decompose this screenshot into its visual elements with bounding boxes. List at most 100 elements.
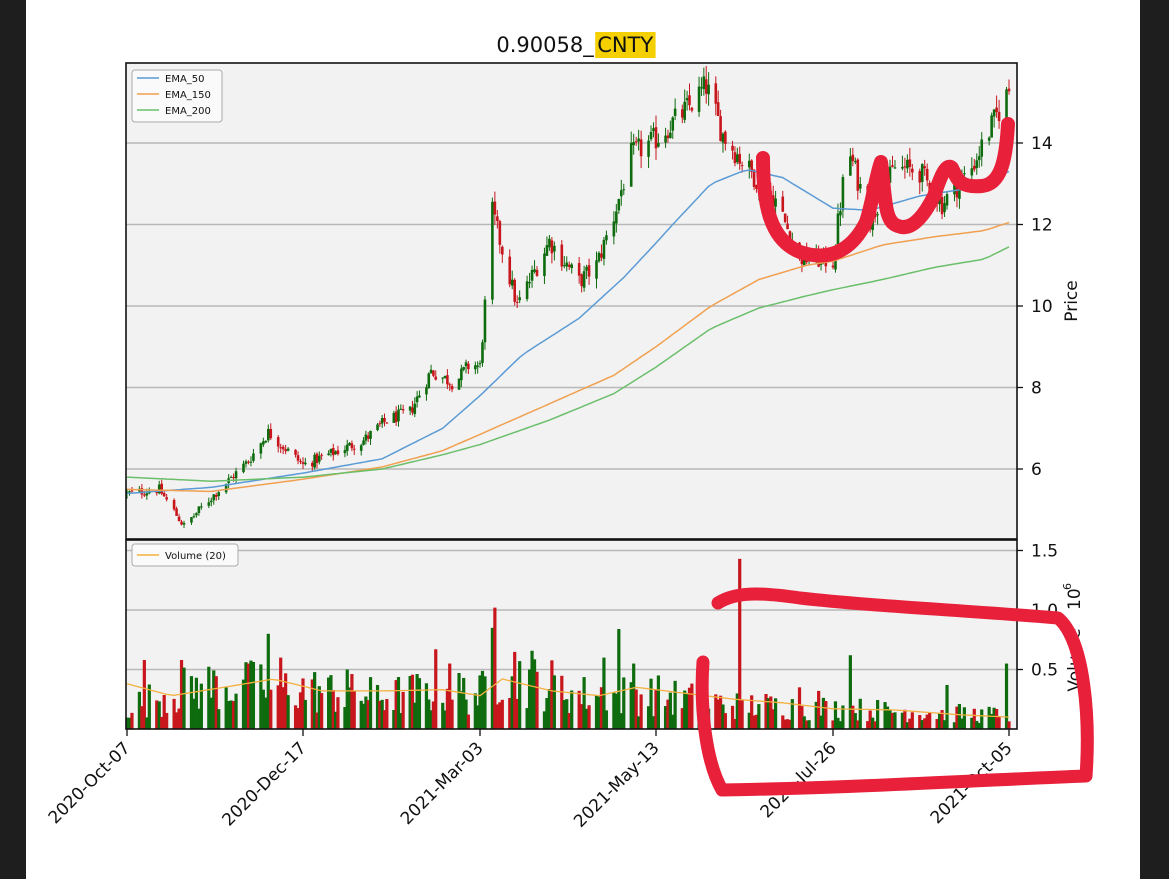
volume-bar — [197, 708, 201, 729]
volume-bar — [310, 679, 314, 729]
volume-bar — [427, 699, 431, 729]
price-tick-label: 6 — [1031, 460, 1042, 480]
volume-bar — [293, 705, 298, 729]
volume-bar — [396, 677, 401, 729]
volume-bar — [448, 663, 452, 729]
candle-body — [733, 152, 737, 164]
candle-body — [615, 211, 618, 224]
volume-bar — [752, 715, 756, 729]
candle-body — [582, 271, 586, 288]
candle-body — [562, 265, 566, 267]
candle-body — [945, 194, 949, 206]
candle-body — [669, 132, 672, 138]
candle-body — [383, 418, 386, 422]
candle-body — [432, 370, 435, 376]
candle-body — [654, 127, 658, 149]
volume-bar — [807, 720, 811, 729]
candle-body — [352, 448, 356, 450]
volume-bar — [781, 715, 785, 729]
candle-body — [197, 506, 201, 513]
candle-body — [362, 440, 365, 445]
volume-ma-path — [126, 678, 1010, 718]
volume-bar — [415, 674, 419, 729]
candle-body — [632, 142, 635, 146]
candle-body — [585, 266, 588, 271]
volume-bar — [317, 686, 321, 729]
volume-bar — [920, 720, 924, 729]
volume-bar — [160, 716, 164, 729]
volume-bar — [821, 697, 826, 729]
candle-body — [736, 154, 739, 163]
candle-body — [781, 196, 785, 212]
volume-bar — [990, 713, 994, 729]
volume-bar — [466, 714, 470, 729]
price-panel-border — [125, 62, 1018, 540]
candle-body — [493, 201, 497, 215]
volume-bar — [942, 720, 947, 729]
volume-bar — [217, 709, 221, 729]
volume-bar — [995, 709, 999, 729]
volume-bar — [145, 717, 149, 729]
candle-body — [376, 424, 379, 431]
volume-bar — [147, 684, 151, 729]
candle-body — [234, 471, 238, 479]
price-panel — [126, 63, 1017, 539]
volume-bar — [905, 722, 909, 729]
volume-bar — [612, 692, 616, 729]
candle-body — [617, 198, 621, 211]
candle-body — [496, 216, 499, 221]
legend-label-ema_150: EMA_150 — [165, 90, 211, 101]
volume-bar — [687, 687, 692, 729]
volume-bar — [952, 722, 957, 729]
candle-body — [953, 181, 956, 195]
volume-panel-border — [125, 539, 1018, 730]
candle-body — [774, 198, 777, 207]
candle-body — [977, 156, 981, 161]
volume-bar — [619, 713, 623, 729]
candle-body — [595, 260, 598, 279]
volume-bar — [162, 694, 166, 729]
volume-bar — [510, 676, 514, 729]
volume-bar — [841, 705, 845, 729]
candle-body — [252, 453, 255, 461]
candle-body — [893, 167, 897, 169]
candle-body — [128, 491, 131, 493]
candle-body — [286, 448, 290, 451]
volume-bar — [473, 693, 477, 729]
candle-body — [649, 131, 653, 140]
candle-body — [515, 301, 519, 303]
volume-bar — [413, 702, 417, 729]
volume-bar — [431, 701, 436, 729]
candle-body — [685, 98, 689, 101]
candle-body — [560, 244, 564, 267]
candle-body — [716, 102, 720, 116]
volume-bar — [464, 699, 468, 729]
volume-bar — [361, 703, 366, 729]
red-curve-u-shape — [756, 117, 1015, 263]
volume-bar — [908, 718, 912, 729]
candle-body — [224, 483, 228, 493]
candle-body — [284, 449, 287, 452]
candle-body — [577, 263, 581, 276]
volume-bar — [848, 655, 852, 729]
title-prefix: 0.90058_ — [496, 33, 594, 58]
volume-bar — [286, 695, 290, 729]
volume-bar — [935, 718, 939, 729]
volume-bar — [962, 707, 966, 729]
volume-bar — [918, 715, 922, 729]
candle-body — [266, 428, 270, 441]
volume-bar — [970, 717, 974, 729]
volume-bar — [329, 675, 333, 729]
candle-body — [605, 235, 608, 241]
volume-bar — [582, 677, 586, 729]
candle-body — [348, 442, 351, 446]
candle-body — [359, 445, 363, 451]
volume-bar — [577, 690, 581, 729]
volume-bar — [584, 708, 589, 729]
volume-bar — [740, 699, 744, 729]
candle-body — [334, 451, 337, 455]
volume-bar — [790, 699, 794, 729]
volume-bar — [562, 700, 566, 729]
candle-body — [740, 165, 744, 167]
volume-bar — [838, 721, 843, 729]
